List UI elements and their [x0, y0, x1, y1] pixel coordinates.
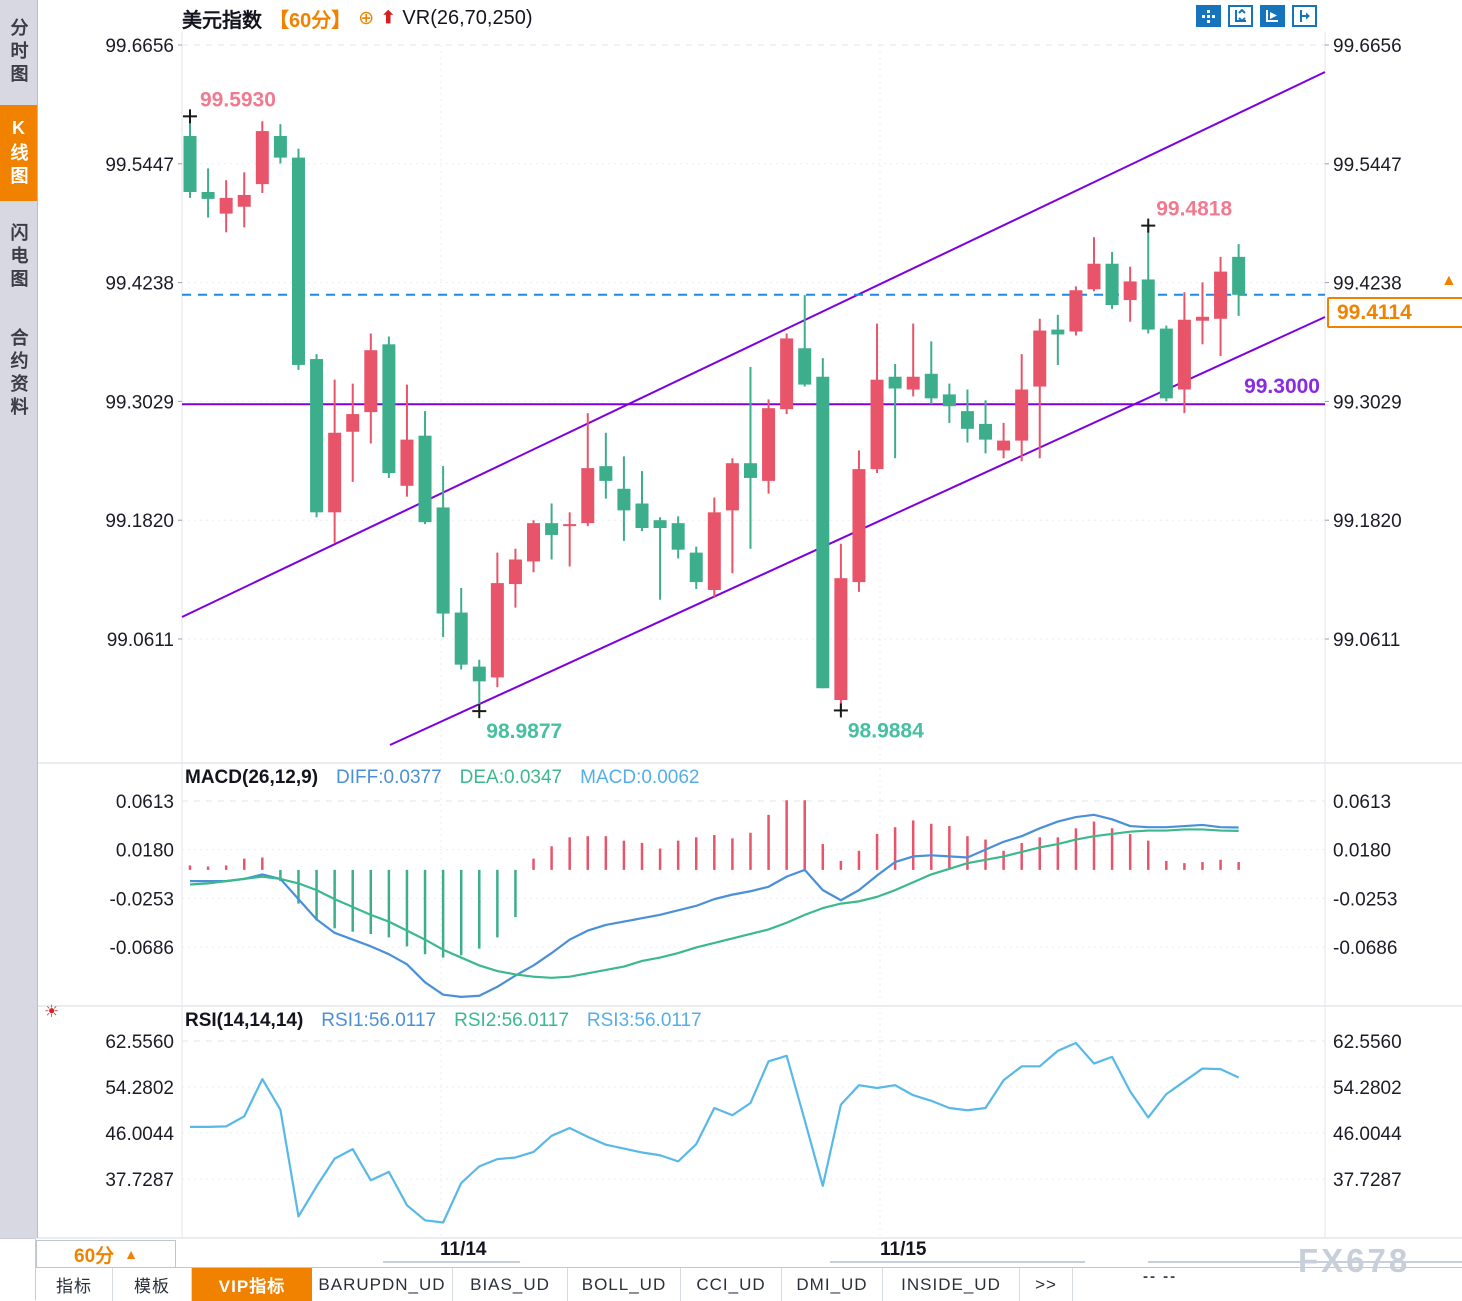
- bottom-corner-cell: [0, 1238, 36, 1300]
- rsi-title: RSI(14,14,14): [185, 1010, 304, 1031]
- macd-macd-value: MACD:0.0062: [580, 767, 700, 788]
- partial-text-fragment: -- --: [1143, 1268, 1178, 1285]
- rsi-panel-header: RSI(14,14,14) RSI1:56.0117 RSI2:56.0117 …: [185, 1010, 702, 1032]
- macd-panel-header: MACD(26,12,9) DIFF:0.0377 DEA:0.0347 MAC…: [185, 767, 699, 789]
- svg-text:54.2802: 54.2802: [1333, 1078, 1402, 1099]
- svg-text:99.4818: 99.4818: [1156, 198, 1232, 221]
- tab-dmi-ud[interactable]: DMI_UD: [782, 1268, 883, 1301]
- tab-inside-ud[interactable]: INSIDE_UD: [883, 1268, 1020, 1301]
- sidebar-item-label: K线图: [8, 117, 29, 189]
- pan-right-icon[interactable]: [1292, 5, 1317, 27]
- last-price-box: 99.4114: [1327, 297, 1462, 328]
- svg-text:37.7287: 37.7287: [1333, 1170, 1402, 1191]
- indicator-tab-bar: 指标 模板 VIP指标 BARUPDN_UD BIAS_UD BOLL_UD C…: [36, 1267, 1462, 1301]
- svg-text:99.0611: 99.0611: [1333, 630, 1400, 651]
- svg-text:-0.0253: -0.0253: [1333, 889, 1397, 910]
- svg-text:99.4238: 99.4238: [1333, 274, 1402, 295]
- x-axis-label-1114: 11/14: [440, 1239, 487, 1260]
- x-axis-segment: [383, 1261, 520, 1263]
- svg-text:98.9877: 98.9877: [486, 720, 562, 743]
- svg-text:62.5560: 62.5560: [1333, 1032, 1402, 1053]
- svg-text:99.6656: 99.6656: [1333, 36, 1402, 57]
- tab-templates[interactable]: 模板: [113, 1268, 192, 1301]
- svg-text:99.5447: 99.5447: [1333, 155, 1402, 176]
- svg-text:46.0044: 46.0044: [105, 1124, 174, 1145]
- svg-text:99.1820: 99.1820: [1333, 511, 1402, 532]
- period-selector-button[interactable]: 60分 ▲: [36, 1240, 176, 1268]
- sidebar-item-label: 闪电图: [8, 222, 29, 292]
- svg-text:99.3029: 99.3029: [105, 392, 174, 413]
- pointer-scale-icon[interactable]: [1260, 5, 1285, 27]
- overlay-indicator-label: VR(26,70,250): [402, 6, 533, 29]
- x-axis-segment: [830, 1261, 1085, 1263]
- svg-text:99.1820: 99.1820: [105, 511, 174, 532]
- tab-vip-indicators[interactable]: VIP指标: [192, 1268, 312, 1301]
- svg-text:99.3000: 99.3000: [1244, 375, 1320, 398]
- period-button-label: 60分: [74, 1245, 115, 1267]
- triangle-up-icon: ▲: [124, 1246, 138, 1262]
- symbol-title: 美元指数: [182, 9, 262, 32]
- sidebar-item-time-chart[interactable]: 分时图: [0, 8, 37, 96]
- macd-title: MACD(26,12,9): [185, 767, 319, 788]
- sidebar-item-kline-chart[interactable]: K线图: [0, 105, 37, 201]
- svg-text:0.0180: 0.0180: [116, 841, 174, 862]
- x-axis-segment: [1148, 1261, 1462, 1263]
- svg-text:0.0180: 0.0180: [1333, 841, 1391, 862]
- tab-indicators[interactable]: 指标: [36, 1268, 113, 1301]
- tab-barupdn-ud[interactable]: BARUPDN_UD: [312, 1268, 453, 1301]
- macd-diff-value: DIFF:0.0377: [336, 767, 442, 788]
- sidebar-item-label: 合约资料: [8, 328, 29, 420]
- tab-boll-ud[interactable]: BOLL_UD: [568, 1268, 681, 1301]
- period-label: 【60分】: [269, 9, 352, 32]
- svg-text:99.0611: 99.0611: [107, 630, 174, 651]
- chart-toolbar: [1196, 5, 1317, 27]
- svg-text:0.0613: 0.0613: [116, 792, 174, 813]
- macd-dea-value: DEA:0.0347: [459, 767, 563, 788]
- sidebar-item-contract-info[interactable]: 合约资料: [0, 313, 37, 435]
- svg-text:62.5560: 62.5560: [105, 1032, 174, 1053]
- rsi3-value: RSI3:56.0117: [586, 1010, 702, 1031]
- watermark: FX678: [1298, 1242, 1411, 1279]
- svg-text:-0.0686: -0.0686: [1333, 938, 1397, 959]
- price-direction-arrow-icon: ▲: [1441, 272, 1457, 289]
- svg-text:0.0613: 0.0613: [1333, 792, 1391, 813]
- sidebar-item-label: 分时图: [8, 17, 29, 87]
- svg-text:99.5930: 99.5930: [200, 88, 276, 111]
- tab-cci-ud[interactable]: CCI_UD: [681, 1268, 782, 1301]
- rsi1-value: RSI1:56.0117: [321, 1010, 437, 1031]
- up-arrow-icon: ⬆: [381, 8, 396, 27]
- svg-text:-0.0253: -0.0253: [110, 889, 174, 910]
- circle-plus-icon[interactable]: ⊕: [358, 7, 375, 29]
- svg-text:98.9884: 98.9884: [848, 719, 924, 742]
- svg-text:54.2802: 54.2802: [105, 1078, 174, 1099]
- x-axis-label-1115: 11/15: [880, 1239, 927, 1260]
- svg-text:37.7287: 37.7287: [105, 1170, 174, 1191]
- svg-text:99.5447: 99.5447: [105, 155, 174, 176]
- chart-header: 美元指数 【60分】 ⊕ ⬆ VR(26,70,250): [182, 5, 533, 32]
- last-price-value: 99.4114: [1337, 300, 1412, 324]
- svg-text:99.3029: 99.3029: [1333, 392, 1402, 413]
- svg-text:46.0044: 46.0044: [1333, 1124, 1402, 1145]
- tab-more[interactable]: >>: [1020, 1268, 1073, 1301]
- sidebar: 分时图 K线图 闪电图 合约资料: [0, 0, 38, 1238]
- alarm-sun-icon[interactable]: ☀: [44, 1002, 60, 1021]
- tab-bias-ud[interactable]: BIAS_UD: [453, 1268, 568, 1301]
- svg-text:99.4238: 99.4238: [105, 274, 174, 295]
- sidebar-item-flash-chart[interactable]: 闪电图: [0, 210, 37, 304]
- svg-text:-0.0686: -0.0686: [110, 938, 174, 959]
- axis-scale-icon[interactable]: [1228, 5, 1253, 27]
- layout-grid-icon[interactable]: [1196, 5, 1221, 27]
- rsi2-value: RSI2:56.0117: [454, 1010, 569, 1031]
- svg-text:99.6656: 99.6656: [105, 36, 174, 57]
